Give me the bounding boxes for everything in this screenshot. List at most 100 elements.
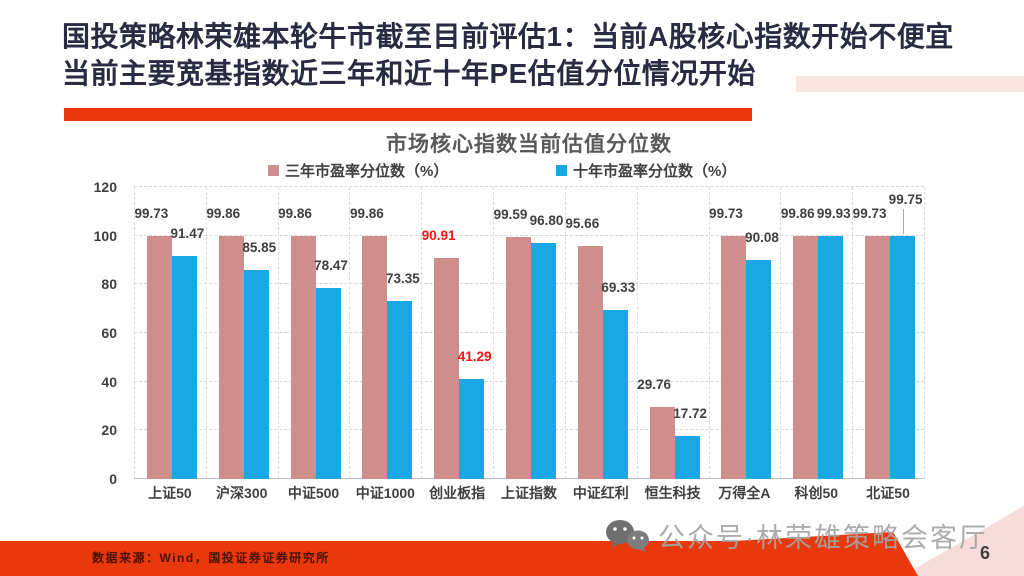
data-source-note: 数据来源：Wind，国投证券证券研究所	[92, 551, 330, 565]
bar-value-label: 91.47	[170, 226, 205, 242]
bar-ten-year	[890, 236, 916, 479]
bar-value-label: 85.85	[242, 240, 277, 256]
bar-value-label: 99.73	[134, 206, 169, 222]
x-axis-label: 中证红利	[572, 485, 629, 501]
gridline-horizontal	[134, 186, 924, 187]
bar-ten-year	[602, 310, 628, 479]
bar-three-year	[793, 236, 819, 479]
gridline-vertical	[852, 187, 854, 479]
title-pink-stripe	[796, 76, 1024, 92]
gridline-vertical	[493, 187, 495, 479]
legend-marker-ten-year-icon	[556, 165, 567, 176]
bar-value-label: 99.73	[709, 206, 743, 222]
y-axis-label: 100	[93, 227, 117, 244]
bar-value-label: 99.86	[278, 206, 312, 222]
bar-ten-year	[243, 270, 269, 479]
bar-ten-year	[818, 235, 844, 479]
bar-three-year	[865, 236, 891, 479]
y-axis: 0 20 40 60 80 100 120	[60, 180, 117, 486]
bar-value-label: 73.35	[385, 270, 420, 286]
x-axis-label: 中证1000	[355, 485, 415, 501]
bar-three-year	[577, 246, 603, 479]
legend-item-ten-year: 十年市盈率分位数（%）	[556, 160, 736, 181]
gridline-vertical	[205, 187, 207, 479]
bar-value-label: 96.80	[529, 213, 564, 229]
bar-value-label: 99.59	[493, 206, 528, 222]
bar-value-label: 90.91	[421, 227, 456, 243]
bar-value-label: 99.86	[206, 206, 241, 222]
page-number: 6	[980, 543, 991, 563]
x-axis-label: 创业板指	[429, 485, 486, 501]
gridline-vertical	[636, 187, 638, 479]
y-axis-label: 20	[101, 422, 117, 439]
bar-three-year	[506, 236, 531, 479]
gridline-vertical	[708, 187, 710, 479]
bar-three-year	[362, 236, 388, 479]
bar-value-label: 78.47	[314, 258, 348, 274]
bar-value-label: 99.93	[816, 205, 851, 221]
chart-title: 市场核心指数当前估值分位数	[386, 133, 672, 156]
watermark-text: 公众号·林荣雄策略会客厅	[658, 523, 988, 553]
bar-value-label: 69.33	[601, 280, 636, 296]
gridline-vertical	[134, 187, 135, 479]
x-axis-label: 上证指数	[501, 485, 557, 501]
bar-ten-year	[315, 288, 341, 479]
wechat-icon	[606, 519, 649, 552]
x-axis-label: 恒生科技	[644, 485, 701, 501]
watermark: 公众号·林荣雄策略会客厅	[604, 516, 988, 555]
y-axis-label: 60	[101, 325, 117, 341]
gridline-horizontal	[134, 234, 924, 236]
x-axis-label: 沪深300	[216, 485, 268, 501]
gridline-vertical	[564, 187, 566, 479]
title-underline-bar	[64, 108, 752, 121]
red-footer-band	[0, 532, 918, 576]
bar-three-year	[218, 236, 244, 479]
bar-value-label: 17.72	[673, 405, 708, 421]
x-axis-label: 北证50	[866, 485, 910, 501]
slide-title-line1: 国投策略林荣雄本轮牛市截至目前评估1：当前A股核心指数开始不便宜	[62, 21, 954, 52]
gridline-vertical	[924, 187, 925, 479]
slide-title: 国投策略林荣雄本轮牛市截至目前评估1：当前A股核心指数开始不便宜 当前主要宽基指…	[62, 18, 1012, 92]
y-axis-label: 0	[109, 471, 117, 487]
bar-three-year	[146, 236, 172, 479]
legend-label-three-year: 三年市盈率分位数（%）	[285, 163, 449, 180]
x-axis-label: 万得全A	[718, 485, 771, 501]
bar-ten-year	[674, 435, 700, 479]
bar-three-year	[434, 257, 460, 479]
gridline-vertical	[277, 187, 279, 479]
pink-corner-shape	[902, 506, 1024, 576]
bar-value-label: 99.86	[349, 206, 384, 222]
bar-value-label: 29.76	[637, 376, 672, 392]
bar-three-year	[290, 236, 316, 479]
bar-ten-year	[459, 378, 485, 479]
bar-value-label: 99.73	[852, 206, 887, 222]
bar-ten-year	[531, 243, 556, 479]
gridline-vertical	[349, 187, 351, 479]
y-axis-label: 120	[93, 179, 117, 195]
x-axis-label: 上证50	[148, 485, 192, 501]
gridline-vertical	[421, 187, 423, 479]
bar-value-label: 41.29	[457, 348, 492, 364]
legend-item-three-year: 三年市盈率分位数（%）	[268, 160, 448, 181]
x-axis-label: 科创50	[794, 485, 839, 501]
slide-title-line2: 当前主要宽基指数近三年和近十年PE估值分位情况开始	[62, 58, 756, 89]
legend-marker-three-year-icon	[268, 165, 279, 176]
bar-three-year	[649, 406, 675, 479]
y-axis-label: 80	[101, 276, 117, 293]
y-axis-label: 40	[101, 373, 117, 390]
x-axis: 上证50 沪深300 中证500 中证1000 创业板指 上证指数 中证红利 恒生科技 万得全A…	[134, 483, 924, 503]
plot-area: 99.73 91.47 99.86 85.85 99.86 78.47 99.86 73.35…	[134, 186, 925, 479]
bar-ten-year	[171, 256, 197, 479]
bar-value-label: 95.66	[565, 216, 600, 232]
gridline-vertical	[780, 187, 782, 479]
bar-ten-year	[387, 300, 413, 479]
bar-value-label: 99.86	[780, 206, 815, 222]
bar-value-label: 99.75	[888, 192, 923, 208]
legend-label-ten-year: 十年市盈率分位数（%）	[573, 163, 737, 180]
bar-ten-year	[746, 259, 772, 479]
x-axis-label: 中证500	[287, 485, 340, 501]
bar-value-label: 90.08	[745, 229, 779, 245]
footer-decoration	[0, 506, 1024, 576]
bar-three-year	[721, 236, 747, 479]
